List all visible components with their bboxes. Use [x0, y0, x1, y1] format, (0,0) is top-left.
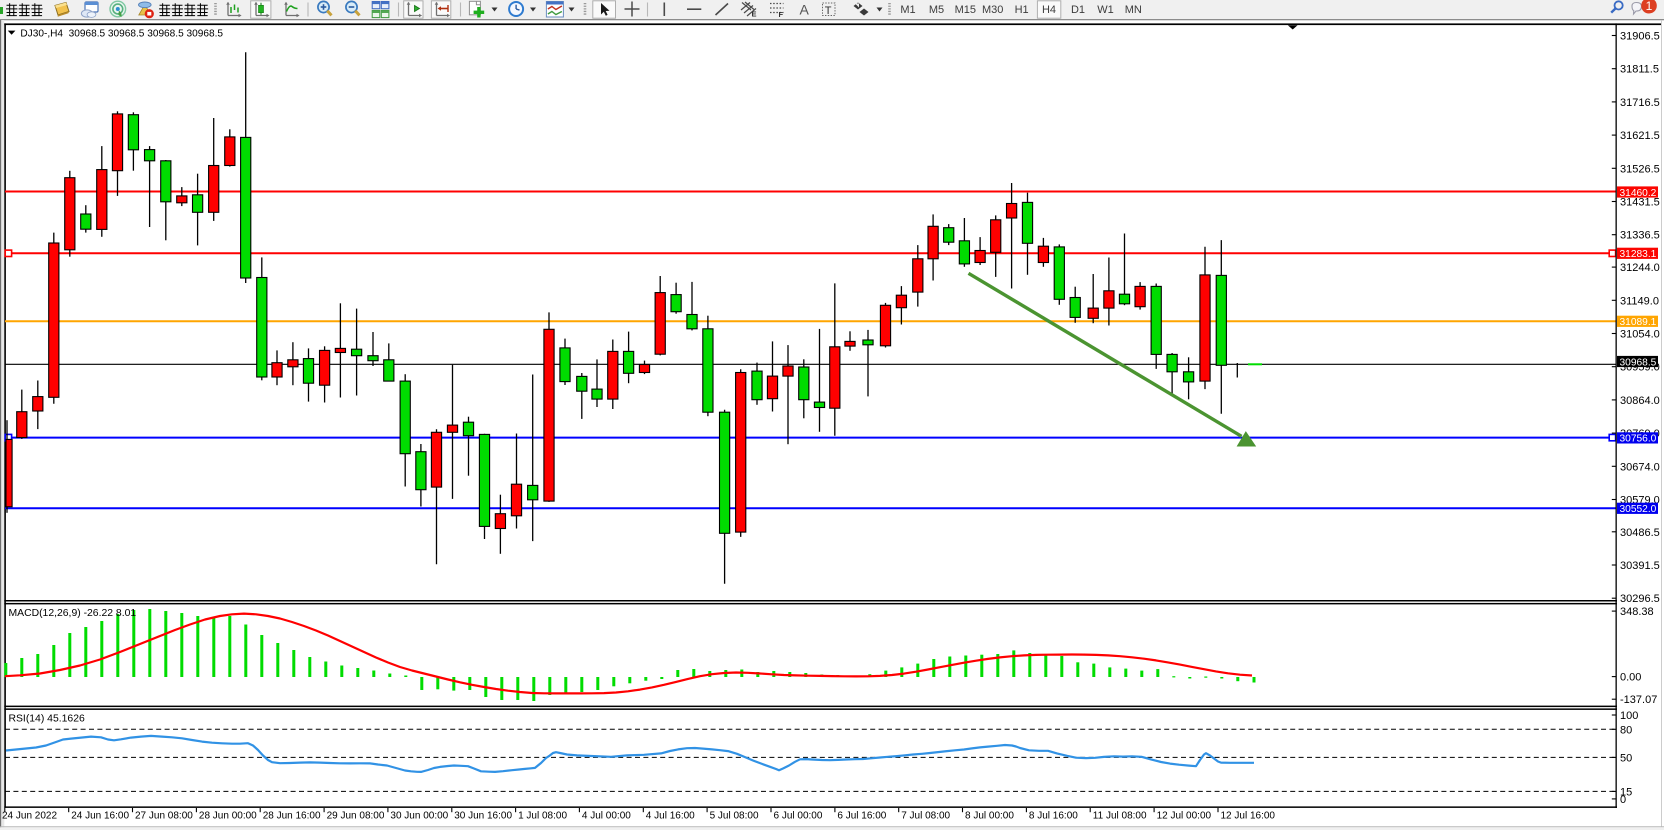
svg-text:30391.5: 30391.5: [1620, 560, 1660, 572]
svg-text:31244.0: 31244.0: [1620, 262, 1660, 274]
svg-text:27 Jun 08:00: 27 Jun 08:00: [135, 811, 193, 822]
svg-text:12 Jul 16:00: 12 Jul 16:00: [1221, 811, 1276, 822]
svg-text:0.00: 0.00: [1620, 672, 1641, 684]
svg-text:1: 1: [1646, 0, 1653, 13]
svg-text:30 Jun 00:00: 30 Jun 00:00: [390, 811, 448, 822]
svg-text:4 Jul 16:00: 4 Jul 16:00: [646, 811, 695, 822]
svg-text:31621.5: 31621.5: [1620, 130, 1660, 142]
svg-text:24 Jun 16:00: 24 Jun 16:00: [71, 811, 129, 822]
svg-text:M5: M5: [929, 4, 944, 16]
svg-text:D1: D1: [1071, 4, 1085, 16]
svg-text:6 Jul 16:00: 6 Jul 16:00: [837, 811, 886, 822]
svg-text:30968.5: 30968.5: [1620, 357, 1657, 368]
svg-text:29 Jun 08:00: 29 Jun 08:00: [327, 811, 385, 822]
svg-text:0: 0: [1620, 794, 1626, 806]
svg-text:31716.5: 31716.5: [1620, 97, 1660, 109]
svg-text:80: 80: [1620, 724, 1632, 736]
svg-text:31811.5: 31811.5: [1620, 64, 1659, 76]
svg-text:MACD(12,26,9) -26.22 8.01: MACD(12,26,9) -26.22 8.01: [9, 608, 137, 619]
svg-text:M15: M15: [955, 4, 976, 16]
svg-text:DJ30-,H4 30968.5 30968.5 3096: DJ30-,H4 30968.5 30968.5 30968.5 30968.5: [20, 29, 223, 40]
svg-text:31906.5: 31906.5: [1620, 31, 1660, 43]
svg-text:28 Jun 16:00: 28 Jun 16:00: [263, 811, 321, 822]
svg-text:4 Jul 00:00: 4 Jul 00:00: [582, 811, 631, 822]
svg-text:W1: W1: [1097, 4, 1114, 16]
svg-text:28 Jun 00:00: 28 Jun 00:00: [199, 811, 257, 822]
svg-text:12 Jul 00:00: 12 Jul 00:00: [1157, 811, 1212, 822]
svg-text:30864.0: 30864.0: [1620, 395, 1660, 407]
svg-text:H1: H1: [1015, 4, 1029, 16]
svg-text:30756.0: 30756.0: [1620, 434, 1657, 445]
svg-text:A: A: [800, 2, 810, 18]
svg-text:50: 50: [1620, 752, 1632, 764]
svg-text:8 Jul 00:00: 8 Jul 00:00: [965, 811, 1014, 822]
svg-text:T: T: [825, 5, 832, 17]
svg-text:30 Jun 16:00: 30 Jun 16:00: [454, 811, 512, 822]
svg-text:30486.5: 30486.5: [1620, 527, 1660, 539]
svg-text:M30: M30: [982, 4, 1003, 16]
svg-text:5 Jul 08:00: 5 Jul 08:00: [710, 811, 759, 822]
svg-text:30674.0: 30674.0: [1620, 461, 1660, 473]
svg-text:348.38: 348.38: [1620, 606, 1654, 618]
svg-text:31526.5: 31526.5: [1620, 163, 1660, 175]
svg-text:31431.5: 31431.5: [1620, 197, 1660, 209]
svg-text:6 Jul 00:00: 6 Jul 00:00: [774, 811, 823, 822]
svg-text:MN: MN: [1125, 4, 1142, 16]
svg-text:F: F: [779, 10, 784, 19]
svg-text:15: 15: [1620, 786, 1632, 798]
svg-text:1 Jul 08:00: 1 Jul 08:00: [518, 811, 567, 822]
svg-text:31283.1: 31283.1: [1620, 249, 1657, 260]
svg-text:30552.0: 30552.0: [1620, 504, 1657, 515]
svg-text:M1: M1: [900, 4, 915, 16]
svg-text:24 Jun 2022: 24 Jun 2022: [2, 811, 57, 822]
svg-text:-137.07: -137.07: [1620, 694, 1657, 706]
svg-text:31460.2: 31460.2: [1620, 188, 1657, 199]
svg-text:7 Jul 08:00: 7 Jul 08:00: [901, 811, 950, 822]
svg-text:31054.0: 31054.0: [1620, 329, 1660, 341]
svg-text:100: 100: [1620, 710, 1638, 722]
svg-text:30296.5: 30296.5: [1620, 593, 1660, 605]
svg-text:31089.1: 31089.1: [1620, 317, 1657, 328]
svg-text:H4: H4: [1042, 4, 1056, 16]
svg-text:31336.5: 31336.5: [1620, 230, 1660, 242]
svg-text:31149.0: 31149.0: [1620, 295, 1659, 307]
svg-text:E: E: [752, 10, 757, 19]
svg-text:RSI(14) 45.1626: RSI(14) 45.1626: [9, 713, 85, 724]
svg-text:8 Jul 16:00: 8 Jul 16:00: [1029, 811, 1078, 822]
svg-text:11 Jul 08:00: 11 Jul 08:00: [1093, 811, 1147, 822]
